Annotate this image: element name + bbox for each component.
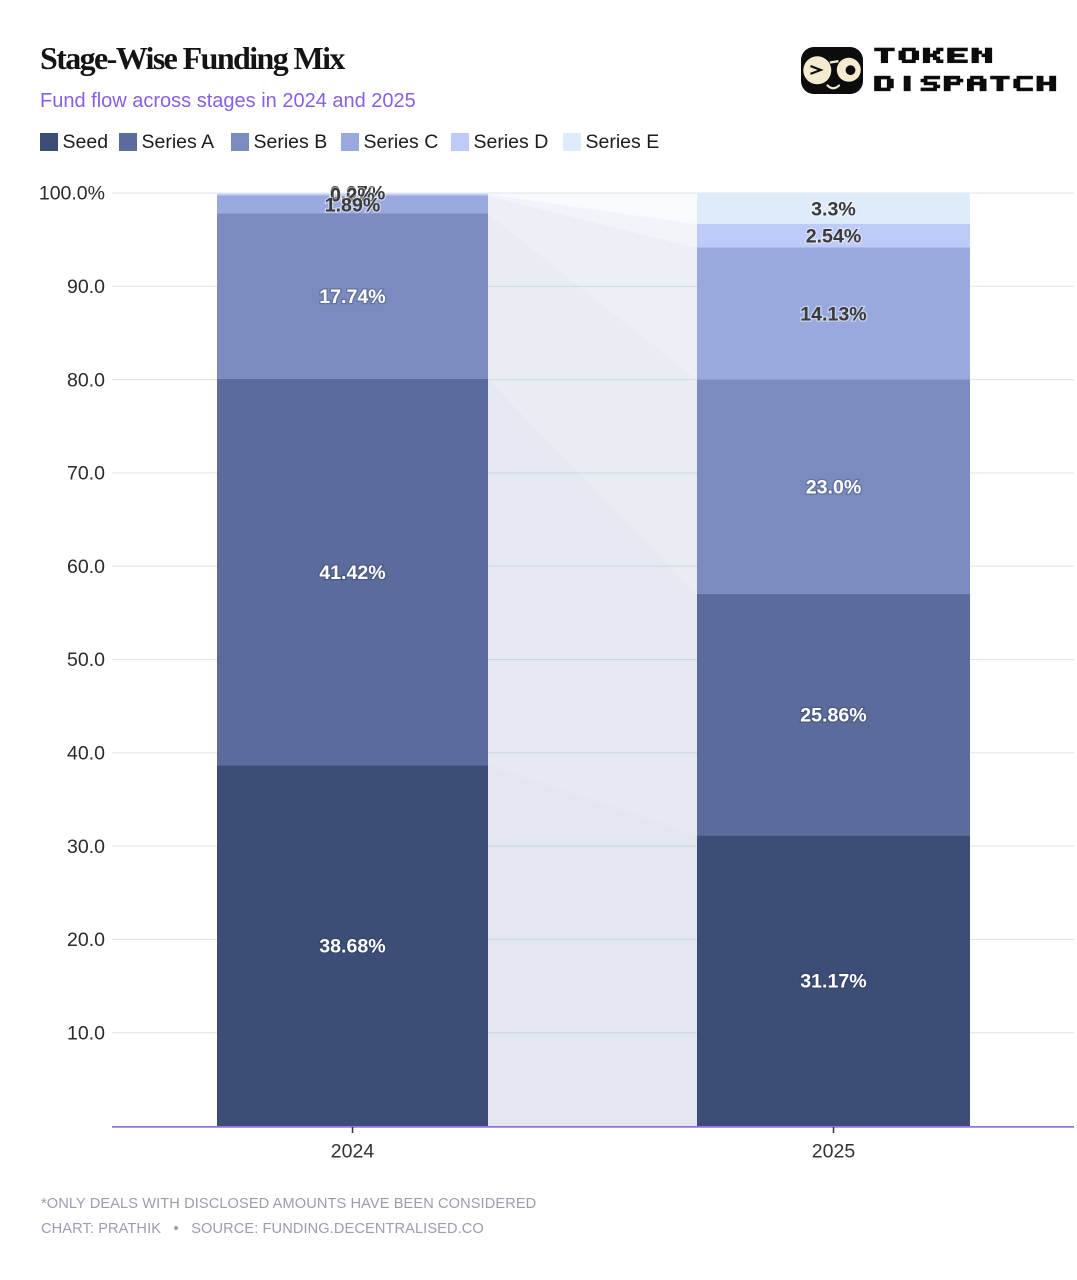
svg-text:17.74%: 17.74%: [319, 286, 385, 308]
svg-text:2.54%: 2.54%: [806, 226, 862, 248]
svg-text:38.68%: 38.68%: [319, 936, 385, 958]
svg-text:23.0%: 23.0%: [806, 477, 862, 499]
svg-text:10.0: 10.0: [67, 1022, 105, 1044]
svg-text:2025: 2025: [812, 1141, 856, 1163]
svg-text:100.0%: 100.0%: [39, 183, 105, 205]
svg-text:1.89%: 1.89%: [325, 194, 381, 216]
svg-text:2024: 2024: [331, 1141, 375, 1163]
svg-text:20.0: 20.0: [67, 929, 105, 951]
svg-text:3.3%: 3.3%: [811, 198, 856, 220]
svg-text:50.0: 50.0: [67, 649, 105, 671]
svg-text:60.0: 60.0: [67, 556, 105, 578]
svg-text:90.0: 90.0: [67, 276, 105, 298]
svg-text:40.0: 40.0: [67, 743, 105, 765]
svg-text:25.86%: 25.86%: [800, 705, 866, 727]
svg-text:80.0: 80.0: [67, 369, 105, 391]
svg-text:70.0: 70.0: [67, 463, 105, 485]
svg-text:0.2%: 0.2%: [330, 185, 375, 207]
svg-text:41.42%: 41.42%: [319, 562, 385, 584]
svg-text:31.17%: 31.17%: [800, 971, 866, 993]
svg-text:30.0: 30.0: [67, 836, 105, 858]
svg-text:0.07%: 0.07%: [330, 182, 386, 204]
svg-text:14.13%: 14.13%: [800, 303, 866, 325]
